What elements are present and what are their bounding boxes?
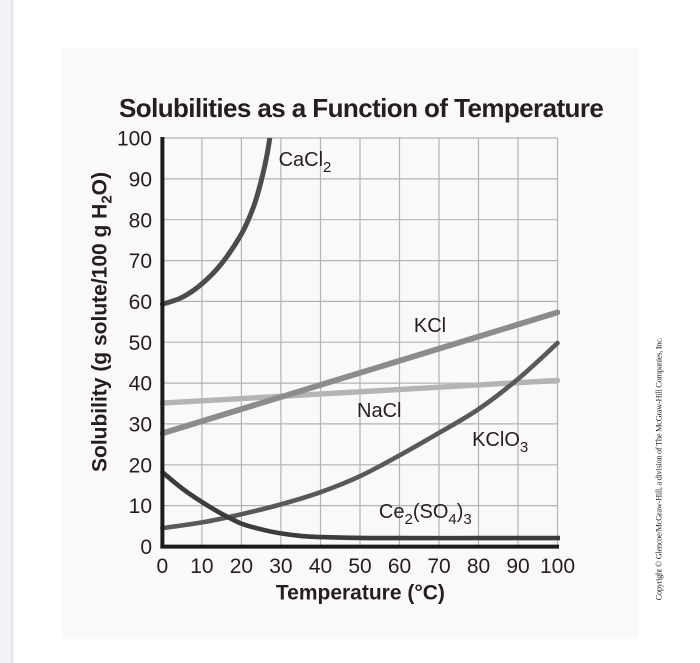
- svg-text:50: 50: [348, 555, 371, 578]
- svg-text:20: 20: [230, 555, 253, 578]
- svg-text:80: 80: [129, 209, 152, 232]
- svg-text:10: 10: [190, 555, 213, 578]
- svg-text:30: 30: [269, 555, 292, 578]
- svg-text:40: 40: [129, 373, 152, 396]
- svg-text:80: 80: [467, 555, 490, 578]
- svg-text:70: 70: [129, 250, 152, 273]
- svg-text:Solubilities as a Function of: Solubilities as a Function of Temperatur…: [119, 93, 603, 123]
- svg-text:40: 40: [309, 555, 332, 578]
- svg-text:100: 100: [117, 128, 152, 151]
- svg-text:Copyright © Glencoe/McGraw-Hil: Copyright © Glencoe/McGraw-Hill, a divis…: [654, 337, 664, 600]
- svg-text:Temperature (°C): Temperature (°C): [276, 582, 445, 605]
- svg-text:0: 0: [140, 536, 152, 559]
- svg-text:50: 50: [129, 332, 152, 355]
- svg-text:90: 90: [506, 555, 529, 578]
- svg-text:NaCl: NaCl: [357, 400, 401, 422]
- svg-text:60: 60: [129, 291, 152, 314]
- svg-text:20: 20: [129, 454, 152, 477]
- svg-text:30: 30: [129, 414, 152, 437]
- svg-text:60: 60: [388, 555, 411, 578]
- svg-text:KCl: KCl: [414, 315, 446, 337]
- svg-text:0: 0: [157, 555, 169, 578]
- svg-text:Solubility (g solute/100 g H2O: Solubility (g solute/100 g H2O): [89, 172, 116, 472]
- svg-text:10: 10: [129, 495, 152, 518]
- svg-text:100: 100: [540, 555, 575, 578]
- svg-text:90: 90: [129, 169, 152, 192]
- svg-text:70: 70: [427, 555, 450, 578]
